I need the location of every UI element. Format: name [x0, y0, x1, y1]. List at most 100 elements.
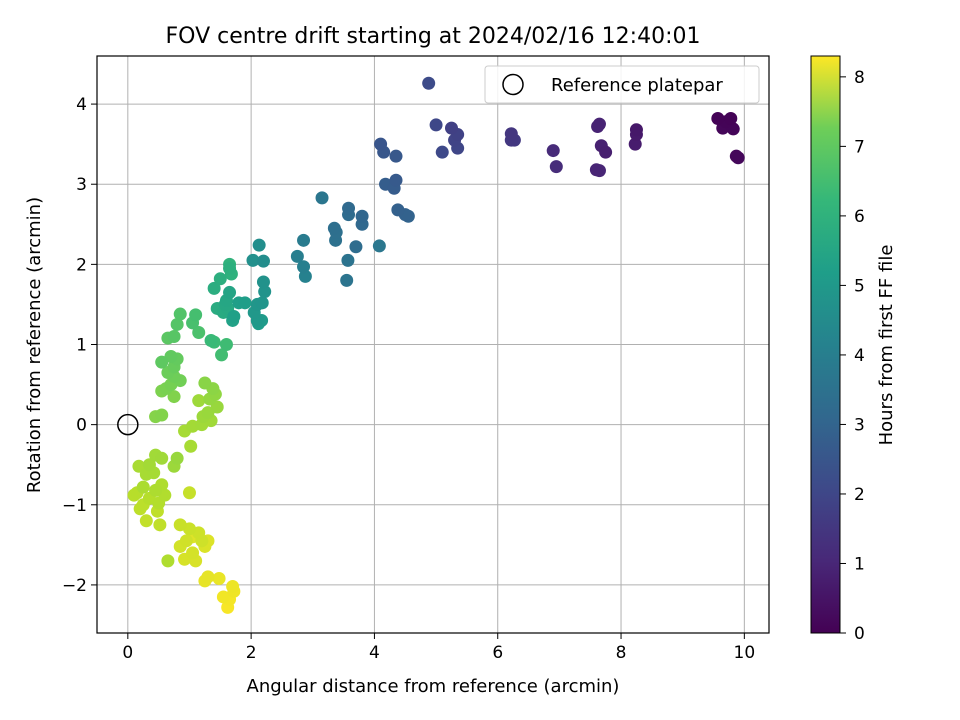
data-point — [504, 127, 518, 141]
data-point — [341, 253, 355, 267]
data-point — [173, 307, 187, 321]
data-point — [149, 483, 163, 497]
chart-title: FOV centre drift starting at 2024/02/16 … — [166, 24, 701, 49]
data-point — [201, 570, 215, 584]
data-point — [155, 451, 169, 465]
data-point — [391, 203, 405, 217]
data-point — [173, 518, 187, 532]
x-tick-label: 4 — [369, 643, 380, 663]
colorbar-tick-label: 6 — [854, 207, 865, 227]
data-point — [711, 112, 725, 126]
data-point — [238, 296, 252, 310]
data-point — [184, 439, 198, 453]
colorbar-tick-label: 4 — [854, 346, 865, 366]
y-tick-label: 0 — [76, 416, 87, 436]
data-point — [246, 253, 260, 267]
data-point — [591, 120, 605, 134]
data-point — [297, 233, 311, 247]
x-axis-ticks: 0 2 4 6 8 10 — [122, 633, 755, 663]
grid — [97, 56, 769, 633]
data-point — [258, 285, 272, 299]
data-point — [204, 333, 218, 347]
data-point — [729, 149, 743, 163]
data-point — [372, 239, 386, 253]
data-point — [192, 325, 206, 339]
colorbar-tick-label: 5 — [854, 276, 865, 296]
data-point — [290, 249, 304, 263]
colorbar-tick-label: 1 — [854, 554, 865, 574]
x-tick-label: 10 — [734, 643, 756, 663]
data-point — [170, 451, 184, 465]
data-point — [226, 580, 240, 594]
data-point — [297, 260, 311, 274]
data-point — [589, 163, 603, 177]
colorbar-tick-label: 3 — [854, 415, 865, 435]
data-point — [153, 518, 167, 532]
y-tick-label: −1 — [62, 496, 87, 516]
legend-reference-marker — [502, 73, 524, 96]
y-tick-label: 2 — [76, 255, 87, 275]
data-point — [342, 201, 356, 215]
colorbar-tick-label: 0 — [854, 624, 865, 644]
data-point — [182, 486, 196, 500]
data-point — [256, 254, 270, 268]
data-point — [724, 112, 738, 126]
colorbar-tick-label: 2 — [854, 485, 865, 505]
y-tick-label: −2 — [62, 576, 87, 596]
data-point — [389, 173, 403, 187]
data-point — [161, 554, 175, 568]
data-point — [374, 137, 388, 151]
data-point — [628, 137, 642, 151]
data-point — [219, 338, 233, 351]
y-tick-label: 1 — [76, 336, 87, 356]
x-tick-label: 8 — [616, 643, 627, 663]
data-point — [327, 221, 341, 235]
legend-entry-reference-platepar: Reference platepar — [551, 75, 723, 96]
data-point — [223, 285, 237, 299]
data-point — [213, 272, 227, 286]
legend-box — [484, 65, 760, 104]
data-point — [136, 480, 150, 494]
colorbar — [810, 55, 841, 634]
data-point — [207, 281, 221, 295]
data-point — [170, 317, 184, 331]
reference-marker-group — [117, 413, 139, 436]
y-axis-label: Rotation from reference (arcmin) — [24, 197, 45, 493]
data-point — [435, 145, 449, 159]
legend: Reference platepar — [484, 65, 760, 104]
data-point — [444, 121, 458, 135]
data-point — [223, 261, 237, 275]
data-point — [546, 144, 560, 158]
data-point — [139, 514, 153, 528]
data-point — [186, 546, 200, 560]
data-point — [227, 309, 241, 323]
data-point — [198, 376, 212, 390]
data-point — [349, 240, 363, 254]
x-tick-label: 2 — [246, 643, 257, 663]
data-point — [255, 296, 269, 310]
x-tick-label: 6 — [492, 643, 503, 663]
reference-platepar-marker — [117, 413, 139, 436]
data-point — [389, 149, 403, 163]
x-axis-label: Angular distance from reference (arcmin) — [247, 676, 620, 697]
data-point — [192, 394, 206, 408]
y-tick-label: 3 — [76, 175, 87, 195]
data-point — [155, 408, 169, 422]
data-point — [167, 329, 181, 343]
data-point — [142, 458, 156, 472]
data-point — [179, 534, 193, 548]
data-point — [256, 275, 270, 289]
data-point — [315, 191, 329, 205]
data-point — [216, 590, 230, 604]
y-axis-ticks: −2 −1 0 1 2 3 4 — [62, 95, 97, 596]
x-tick-label: 0 — [122, 643, 133, 663]
data-point — [189, 308, 203, 322]
colorbar-ticks: 0 1 2 3 4 5 6 7 8 — [840, 68, 865, 644]
data-point — [155, 355, 169, 369]
data-point — [599, 145, 613, 159]
data-points — [127, 76, 745, 614]
colorbar-label: Hours from first FF file — [876, 245, 897, 446]
data-point — [549, 160, 563, 174]
data-point — [422, 76, 436, 90]
